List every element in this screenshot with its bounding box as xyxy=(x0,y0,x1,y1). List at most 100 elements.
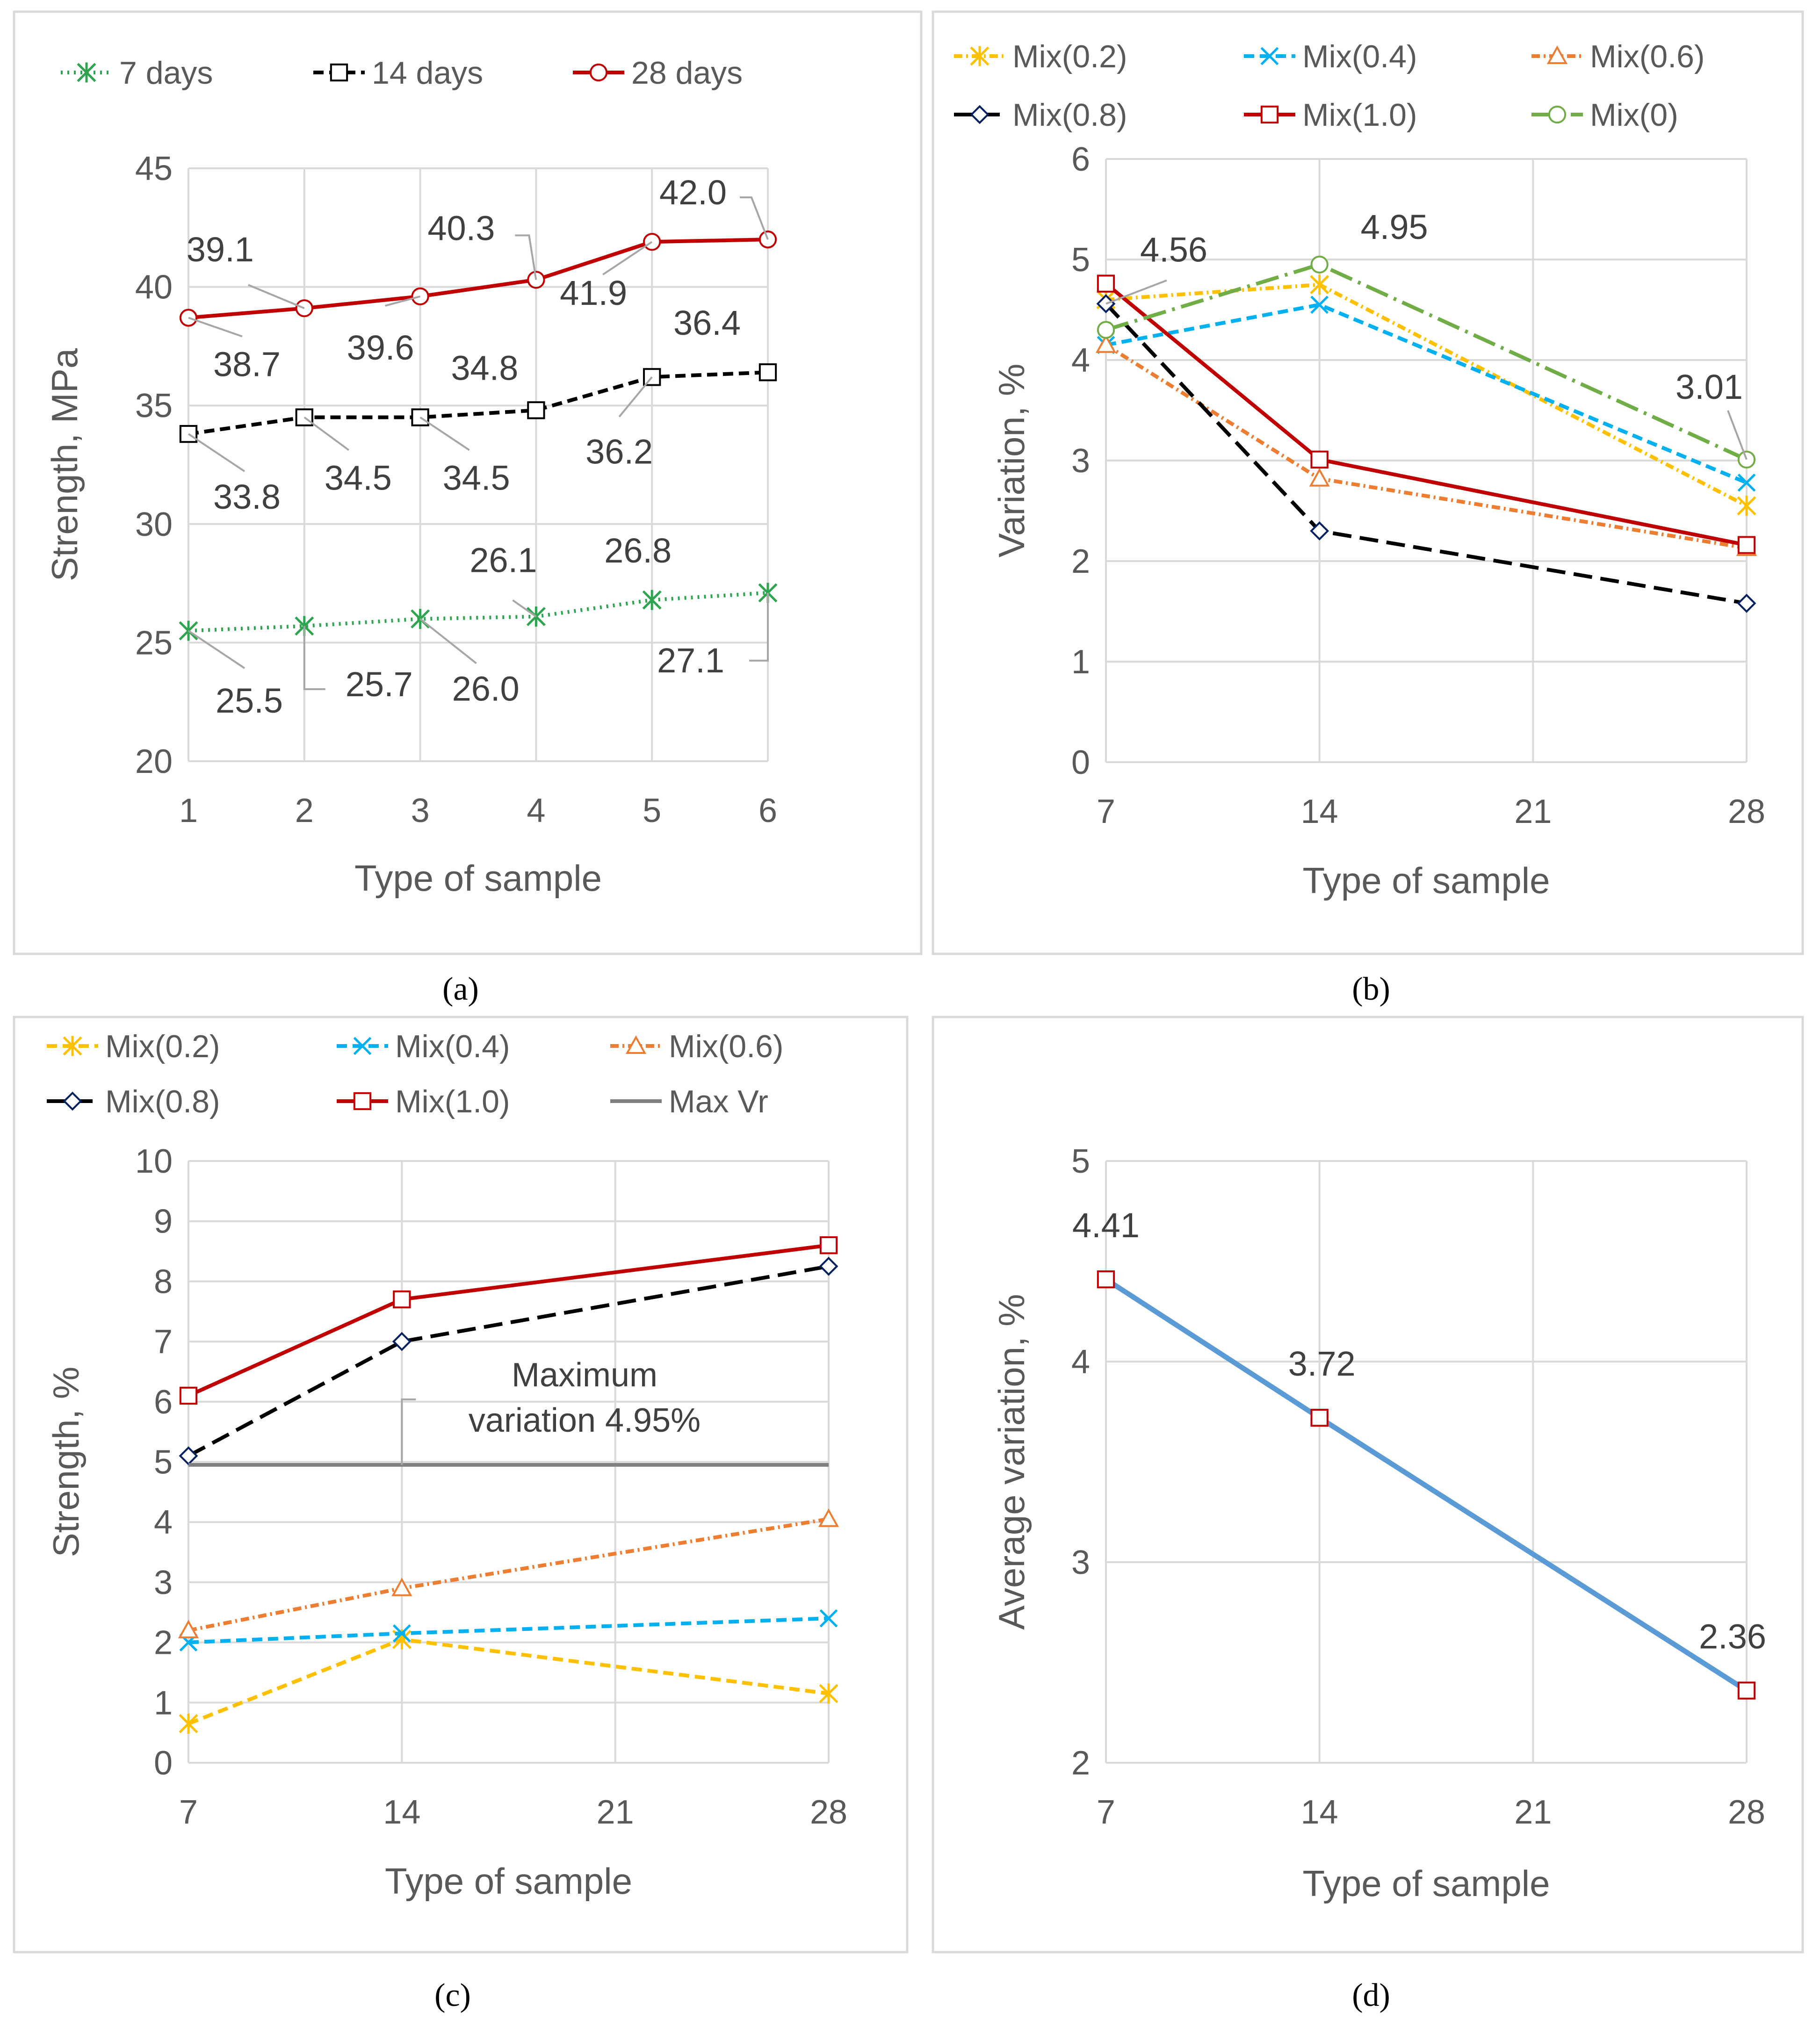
legend-marker-shape xyxy=(1548,105,1567,124)
chart-frame xyxy=(932,10,1804,955)
y-tick-label: 35 xyxy=(135,387,173,425)
x-tick-label: 7 xyxy=(1097,1794,1115,1831)
data-point-shape xyxy=(818,1508,839,1527)
data-point xyxy=(1310,1408,1329,1427)
legend-label: Mix(0.2) xyxy=(105,1029,220,1064)
y-axis-title: Strength, % xyxy=(45,1367,87,1558)
legend-item: Mix(0.4) xyxy=(1244,39,1417,74)
leader-line xyxy=(740,196,769,240)
data-point xyxy=(1737,536,1756,554)
y-tick-label: 1 xyxy=(1071,643,1090,681)
data-point-shape xyxy=(1310,1408,1329,1427)
legend-item: Mix(0.2) xyxy=(47,1029,220,1064)
leader-line xyxy=(602,241,653,275)
x-tick-label: 7 xyxy=(1097,793,1115,830)
leader-line xyxy=(303,416,349,451)
data-label: 4.95 xyxy=(1361,208,1428,246)
data-point xyxy=(393,1290,411,1309)
data-point xyxy=(1097,274,1115,293)
legend-marker-shape xyxy=(1546,45,1568,64)
y-tick-label: 5 xyxy=(1071,241,1090,279)
data-label: 3.72 xyxy=(1288,1344,1356,1383)
data-point-shape xyxy=(819,1236,838,1255)
legend-marker-shape xyxy=(330,63,348,82)
y-tick-label: 10 xyxy=(135,1143,173,1180)
data-point-shape xyxy=(1095,334,1117,353)
data-point xyxy=(295,299,313,317)
data-label: 40.3 xyxy=(427,209,495,247)
x-tick-label: 2 xyxy=(295,792,314,829)
x-axis-title: Type of sample xyxy=(1303,1863,1550,1904)
y-tick-label: 3 xyxy=(154,1564,173,1601)
y-tick-label: 2 xyxy=(1071,543,1090,580)
leader-line xyxy=(512,599,537,618)
data-label: 2.36 xyxy=(1699,1617,1766,1656)
data-point-shape xyxy=(1737,473,1756,492)
y-axis-title: Strength, MPa xyxy=(44,348,85,581)
data-point-shape xyxy=(179,1713,198,1734)
data-point-shape xyxy=(1737,536,1756,554)
y-tick-label: 45 xyxy=(135,150,173,187)
y-tick-label: 0 xyxy=(1071,744,1090,781)
legend-marker xyxy=(353,1092,372,1110)
data-point xyxy=(527,401,545,419)
legend-label: Max Vr xyxy=(669,1084,768,1119)
data-point-shape xyxy=(391,1577,412,1596)
chart-panel-d: 2 3 4 5 7 14 21 28 Type of sample Average variati… xyxy=(932,1016,1804,2013)
leader-line xyxy=(188,433,246,472)
x-tick-label: 3 xyxy=(411,792,430,829)
data-point xyxy=(1737,496,1756,516)
x-axis-title: Type of sample xyxy=(385,1860,632,1902)
legend-item: Mix(0.8) xyxy=(47,1084,220,1119)
y-tick-label: 4 xyxy=(1071,1343,1090,1381)
data-label: 26.0 xyxy=(452,670,520,708)
data-point xyxy=(179,1713,198,1734)
y-tick-label: 2 xyxy=(154,1624,173,1662)
data-label: 25.5 xyxy=(216,681,283,720)
legend-item: Mix(0) xyxy=(1531,97,1678,133)
legend-marker-shape xyxy=(63,1036,82,1056)
legend-item: Mix(0.4) xyxy=(337,1029,510,1064)
legend-label: Mix(0.2) xyxy=(1012,39,1127,74)
legend-label: Mix(0.4) xyxy=(395,1029,510,1064)
data-point xyxy=(1097,1270,1115,1289)
legend-marker-shape xyxy=(353,1092,372,1110)
data-label: 26.8 xyxy=(604,531,672,570)
data-point xyxy=(819,1609,838,1628)
x-tick-label: 4 xyxy=(527,792,545,829)
chart-frame xyxy=(932,1016,1804,1954)
x-axis-title: Type of sample xyxy=(354,858,602,899)
y-tick-label: 8 xyxy=(154,1263,173,1300)
legend-marker-shape xyxy=(970,105,989,124)
legend-marker-shape xyxy=(77,62,96,83)
legend-label: Mix(0.6) xyxy=(669,1029,784,1064)
data-point-shape xyxy=(1097,274,1115,293)
leader-line xyxy=(749,592,769,662)
series-line-28-days xyxy=(188,238,768,320)
leader-line xyxy=(618,376,653,418)
data-point-shape xyxy=(1310,296,1329,314)
legend-label: 28 days xyxy=(631,55,743,91)
data-point xyxy=(1310,521,1329,541)
data-point xyxy=(179,425,198,443)
legend-label: Mix(0) xyxy=(1590,97,1678,133)
y-tick-label: 25 xyxy=(135,624,173,662)
leader-line xyxy=(419,416,470,451)
legend-label: Mix(0.8) xyxy=(1012,97,1127,133)
data-point xyxy=(1310,274,1329,295)
legend-marker-shape xyxy=(353,1037,372,1055)
data-point xyxy=(179,1386,198,1405)
legend-item: Mix(1.0) xyxy=(1244,97,1417,133)
legend-marker-shape xyxy=(625,1035,647,1054)
leader-line xyxy=(188,630,246,669)
legend-marker-shape xyxy=(1260,47,1279,65)
legend-marker-shape xyxy=(1260,105,1279,124)
legend-marker xyxy=(1548,105,1567,124)
y-tick-label: 5 xyxy=(154,1444,173,1481)
data-point xyxy=(392,1332,412,1351)
legend-item: 28 days xyxy=(573,55,743,91)
data-point-shape xyxy=(392,1332,412,1351)
y-tick-label: 3 xyxy=(1071,1544,1090,1581)
